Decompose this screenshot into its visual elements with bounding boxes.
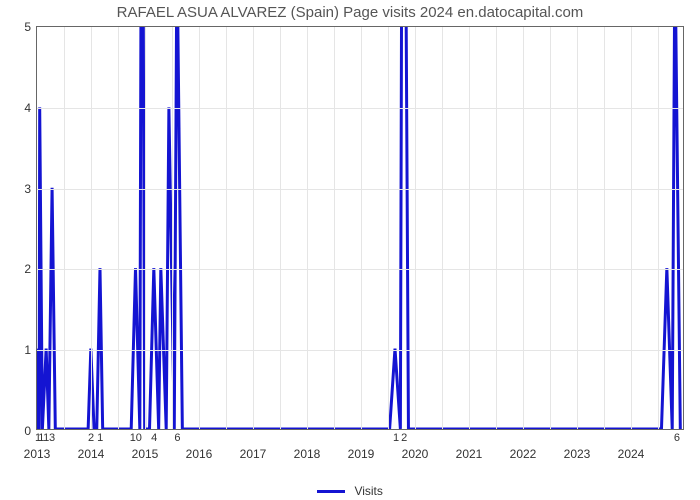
x-grid-line-minor <box>226 27 227 429</box>
peak-value-label: 2 <box>401 432 407 444</box>
visits-line <box>37 0 680 429</box>
x-tick-label: 2024 <box>618 447 645 461</box>
y-grid-line <box>37 350 683 351</box>
y-tick-label: 4 <box>11 101 31 115</box>
x-grid-line-minor <box>172 27 173 429</box>
peak-value-label: 6 <box>674 432 680 444</box>
x-grid-line <box>631 27 632 429</box>
x-grid-line <box>253 27 254 429</box>
x-grid-line-minor <box>280 27 281 429</box>
legend: Visits <box>0 484 700 498</box>
y-tick-label: 2 <box>11 262 31 276</box>
x-tick-label: 2014 <box>78 447 105 461</box>
peak-value-label: 1 <box>393 432 399 444</box>
y-grid-line <box>37 269 683 270</box>
y-tick-label: 1 <box>11 343 31 357</box>
peak-value-label: 1 <box>97 432 103 444</box>
x-grid-line-minor <box>388 27 389 429</box>
legend-label: Visits <box>354 484 382 498</box>
x-tick-label: 2016 <box>186 447 213 461</box>
y-tick-label: 0 <box>11 424 31 438</box>
chart-title: RAFAEL ASUA ALVAREZ (Spain) Page visits … <box>0 4 700 21</box>
x-grid-line-minor <box>118 27 119 429</box>
x-grid-line <box>145 27 146 429</box>
x-grid-line <box>577 27 578 429</box>
plot-area: 0123452013201420152016201720182019202020… <box>36 26 684 430</box>
x-grid-line <box>199 27 200 429</box>
line-series-svg <box>37 27 683 429</box>
x-tick-label: 2017 <box>240 447 267 461</box>
y-tick-label: 5 <box>11 20 31 34</box>
x-grid-line <box>91 27 92 429</box>
peak-value-label: 2 <box>88 432 94 444</box>
x-grid-line-minor <box>496 27 497 429</box>
x-tick-label: 2020 <box>402 447 429 461</box>
peak-value-label: 3 <box>49 432 55 444</box>
x-grid-line-minor <box>64 27 65 429</box>
chart-container: RAFAEL ASUA ALVAREZ (Spain) Page visits … <box>0 0 700 500</box>
peak-value-label: 6 <box>174 432 180 444</box>
y-grid-line <box>37 189 683 190</box>
x-tick-label: 2022 <box>510 447 537 461</box>
x-grid-line <box>307 27 308 429</box>
x-grid-line <box>415 27 416 429</box>
x-grid-line <box>523 27 524 429</box>
x-grid-line-minor <box>550 27 551 429</box>
x-grid-line-minor <box>334 27 335 429</box>
x-grid-line <box>469 27 470 429</box>
x-tick-label: 2021 <box>456 447 483 461</box>
y-grid-line <box>37 108 683 109</box>
x-tick-label: 2013 <box>24 447 51 461</box>
x-grid-line-minor <box>442 27 443 429</box>
peak-value-label: 4 <box>151 432 157 444</box>
x-grid-line-minor <box>604 27 605 429</box>
x-grid-line <box>361 27 362 429</box>
x-tick-label: 2019 <box>348 447 375 461</box>
x-grid-line-minor <box>658 27 659 429</box>
x-tick-label: 2018 <box>294 447 321 461</box>
peak-value-label: 10 <box>130 432 142 444</box>
x-tick-label: 2015 <box>132 447 159 461</box>
y-tick-label: 3 <box>11 182 31 196</box>
legend-swatch <box>317 490 345 493</box>
x-tick-label: 2023 <box>564 447 591 461</box>
